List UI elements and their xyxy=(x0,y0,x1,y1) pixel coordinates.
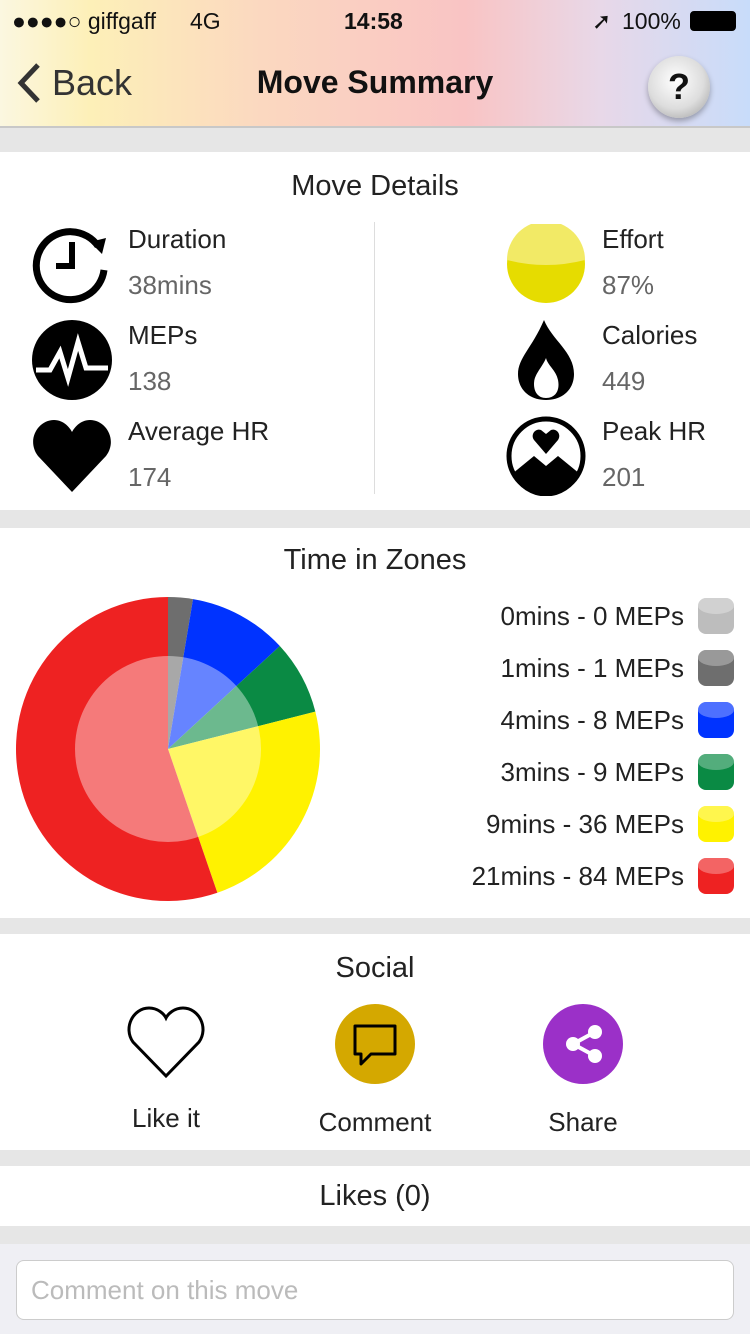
comment-button[interactable]: Comment xyxy=(275,1004,475,1138)
help-button[interactable]: ? xyxy=(648,56,710,118)
comment-icon xyxy=(335,1004,415,1084)
comment-input[interactable]: Comment on this move xyxy=(16,1260,734,1320)
stat-value: 87% xyxy=(602,270,655,300)
legend-item: 21mins - 84 MEPs xyxy=(472,858,734,894)
legend-swatch xyxy=(698,806,734,842)
like-button[interactable]: Like it xyxy=(66,1004,266,1134)
zones-pie-chart xyxy=(16,597,320,901)
stat-meps: MEPs 138 xyxy=(32,320,197,400)
divider xyxy=(374,222,375,494)
legend-item: 4mins - 8 MEPs xyxy=(500,702,734,738)
clock: 14:58 xyxy=(344,8,403,34)
pie-slice xyxy=(168,711,320,893)
legend-item: 1mins - 1 MEPs xyxy=(500,650,734,686)
legend-swatch xyxy=(698,702,734,738)
stat-duration: Duration 38mins xyxy=(32,224,226,304)
stat-label: Average HR xyxy=(128,416,270,446)
legend-swatch xyxy=(698,754,734,790)
pie-slice xyxy=(16,597,218,901)
stat-peak-hr: Peak HR 201 xyxy=(506,416,706,496)
time-in-zones-card: Time in Zones 0mins - 0 MEPs 1mins - 1 ME… xyxy=(0,528,750,918)
location-icon: ➚ xyxy=(592,8,612,34)
stat-value: 38mins xyxy=(128,270,212,300)
stat-average-hr: Average HR 174 xyxy=(32,416,269,496)
pulse-icon xyxy=(32,320,112,400)
battery-icon xyxy=(690,11,736,31)
legend-label: 1mins - 1 MEPs xyxy=(500,652,685,683)
pie-inner-highlight xyxy=(75,656,261,842)
legend-swatch xyxy=(698,650,734,686)
legend-item: 9mins - 36 MEPs xyxy=(486,806,734,842)
clock-icon xyxy=(32,228,108,304)
social-card: Social Like it Comment Share xyxy=(0,934,750,1150)
carrier: ●●●●○ giffgaff xyxy=(12,8,157,34)
chevron-left-icon xyxy=(17,63,40,103)
share-label: Share xyxy=(548,1107,618,1137)
heart-outline-icon xyxy=(127,1006,205,1079)
like-label: Like it xyxy=(132,1103,200,1133)
stat-value: 174 xyxy=(128,462,172,492)
page-title: Move Summary xyxy=(256,64,494,100)
legend-label: 4mins - 8 MEPs xyxy=(500,704,685,735)
stat-calories: Calories 449 xyxy=(506,320,697,400)
stat-label: MEPs xyxy=(128,320,198,350)
comment-label: Comment xyxy=(318,1107,432,1137)
stat-label: Peak HR xyxy=(602,416,707,446)
legend-item: 3mins - 9 MEPs xyxy=(500,754,734,790)
stat-value: 201 xyxy=(602,462,646,492)
back-button[interactable]: Back xyxy=(16,62,132,104)
network: 4G xyxy=(190,8,221,34)
section-title: Move Details xyxy=(291,170,459,202)
share-button[interactable]: Share xyxy=(483,1004,683,1138)
section-title: Time in Zones xyxy=(283,544,467,576)
share-icon xyxy=(543,1004,623,1084)
stat-label: Effort xyxy=(602,224,664,254)
stat-effort: Effort 87% xyxy=(506,224,664,304)
legend-label: 9mins - 36 MEPs xyxy=(486,808,684,839)
pie-slice xyxy=(168,599,280,749)
effort-icon xyxy=(507,224,585,303)
legend-swatch xyxy=(698,598,734,634)
battery-percent: 100% xyxy=(622,8,681,34)
heart-icon xyxy=(33,420,111,492)
stat-value: 138 xyxy=(128,366,172,396)
pie-slice xyxy=(168,646,316,749)
legend-label: 0mins - 0 MEPs xyxy=(500,600,685,631)
legend-item: 0mins - 0 MEPs xyxy=(500,598,734,634)
legend-swatch xyxy=(698,858,734,894)
pie-slice xyxy=(168,597,194,749)
stat-label: Duration xyxy=(128,224,227,254)
likes-count[interactable]: Likes (0) xyxy=(0,1166,750,1226)
move-details-card: Move Details Duration 38mins MEPs 138 Aver… xyxy=(0,152,750,510)
legend-label: 3mins - 9 MEPs xyxy=(500,756,685,787)
back-label: Back xyxy=(52,62,133,103)
section-title: Social xyxy=(335,952,415,984)
stat-label: Calories xyxy=(602,320,698,350)
flame-icon xyxy=(518,320,574,400)
stat-value: 449 xyxy=(602,366,646,396)
peak-heart-icon xyxy=(506,416,586,496)
legend-label: 21mins - 84 MEPs xyxy=(471,860,684,891)
header: ●●●●○ giffgaff 4G 14:58 ➚ 100% Back Move… xyxy=(0,0,750,128)
